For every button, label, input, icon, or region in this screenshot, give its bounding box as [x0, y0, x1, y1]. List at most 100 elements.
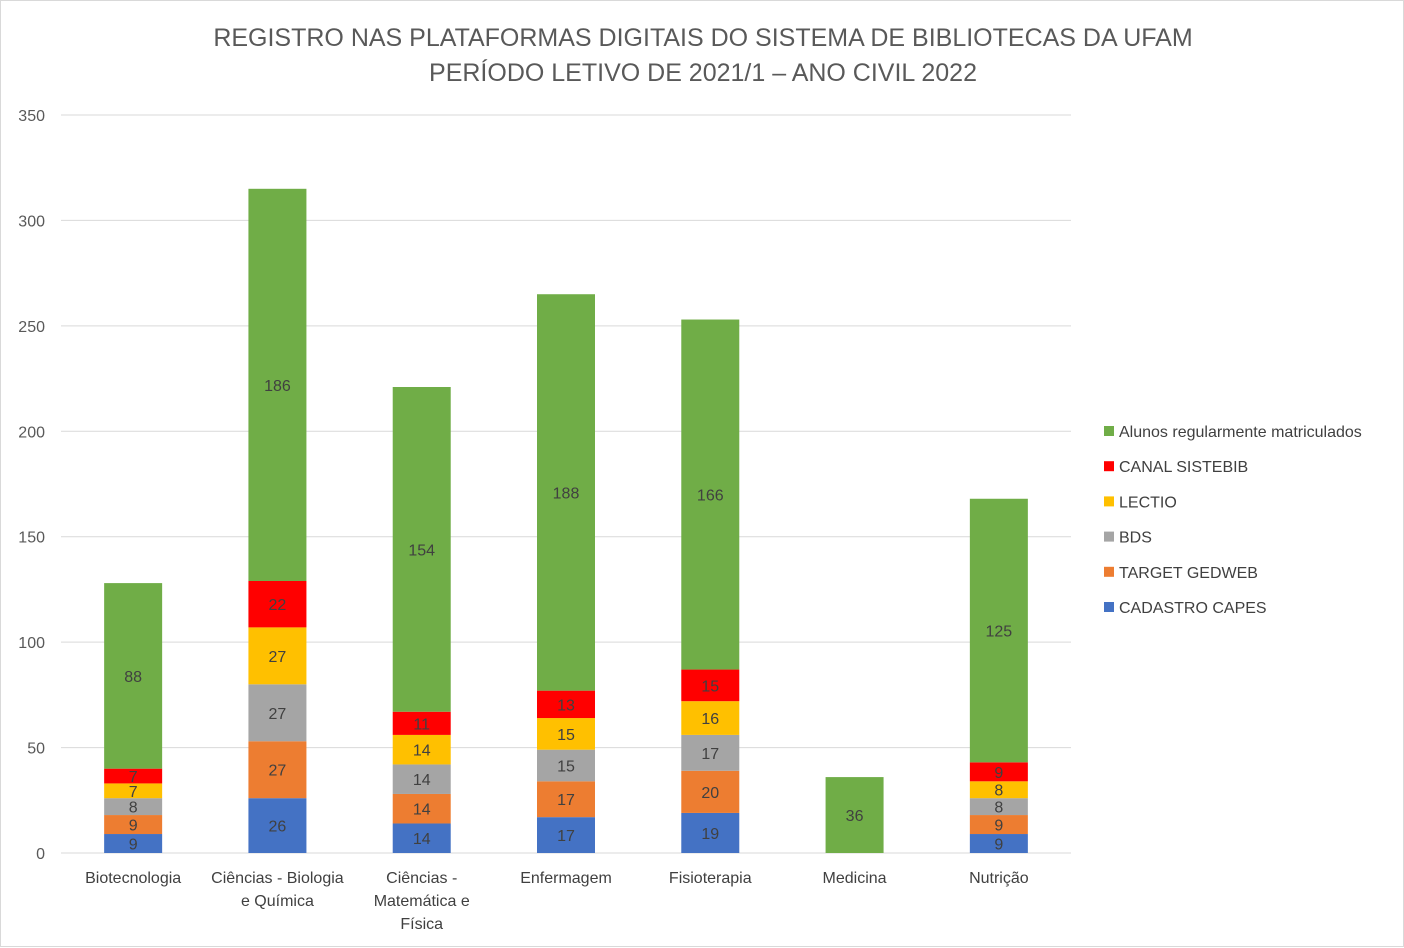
data-label: 11: [413, 716, 430, 733]
bar-segment: [537, 718, 595, 750]
data-label: 22: [269, 597, 287, 614]
bar-segment: [681, 669, 740, 702]
x-category-label: Fisioterapia: [669, 870, 752, 887]
bar-segment: [969, 762, 1028, 782]
bar-segment: [392, 764, 451, 794]
bar-segment: [104, 583, 163, 769]
bar-segment: [248, 627, 307, 685]
legend: Alunos regularmente matriculados CANAL SI…: [1104, 424, 1362, 617]
x-category-label: Matemática e: [374, 893, 470, 910]
bar-segment: [104, 815, 163, 835]
data-label: 17: [557, 792, 575, 809]
bar-segment: [681, 812, 740, 853]
bar-segment: [248, 580, 307, 628]
data-label: 125: [986, 624, 1013, 641]
chart-title: REGISTRO NAS PLATAFORMAS DIGITAIS DO SIS…: [213, 24, 1192, 87]
legend-label: Alunos regularmente matriculados: [1119, 424, 1362, 441]
bar-segment: [104, 834, 163, 853]
legend-label: TARGET GEDWEB: [1119, 565, 1258, 582]
bar-segment: [104, 783, 163, 799]
bar-segment: [681, 770, 740, 813]
bar-segment: [537, 817, 595, 853]
bar-segment: [248, 684, 307, 742]
data-label: 9: [994, 818, 1003, 835]
legend-swatch: [1104, 602, 1114, 612]
bar-segment: [537, 294, 595, 691]
x-category-label: Nutrição: [969, 870, 1029, 887]
bar-segment: [104, 768, 163, 784]
axes: 0 50 100 150 200 250 300 350 Biotecnologia Ciênci…: [18, 108, 1028, 933]
data-label: 7: [129, 769, 138, 786]
data-label: 9: [129, 818, 138, 835]
legend-swatch: [1104, 531, 1114, 542]
bar-segment: [681, 701, 740, 735]
bar-segment: [392, 387, 451, 712]
bar-segment: [969, 798, 1028, 816]
x-category-label: Ciências -: [386, 870, 457, 887]
y-tick-label: 200: [18, 424, 45, 441]
y-tick-label: 250: [18, 319, 45, 336]
data-label: 26: [269, 819, 287, 836]
chart-title-line-1: REGISTRO NAS PLATAFORMAS DIGITAIS DO SIS…: [213, 24, 1192, 52]
data-label: 8: [994, 800, 1003, 817]
x-category-label: Ciências - Biologia: [211, 870, 344, 887]
legend-swatch: [1104, 496, 1114, 507]
bar-segment: [969, 781, 1028, 799]
data-label: 9: [994, 765, 1003, 782]
legend-label: BDS: [1119, 530, 1152, 547]
x-category-label: Medicina: [823, 870, 887, 887]
bar-segment: [681, 319, 740, 670]
y-tick-label: 350: [18, 108, 45, 125]
data-label: 154: [408, 542, 435, 559]
bar-segment: [537, 781, 595, 818]
y-tick-label: 300: [18, 213, 45, 230]
data-label: 14: [413, 772, 431, 789]
data-label: 36: [846, 808, 864, 825]
y-tick-label: 150: [18, 530, 45, 547]
data-label: 14: [413, 743, 431, 760]
x-category-label: Biotecnologia: [85, 870, 181, 887]
bar-segment: [825, 777, 884, 853]
x-category-label: Física: [400, 916, 443, 933]
data-label: 15: [557, 727, 575, 744]
bar-segment: [969, 498, 1028, 763]
bar-segment: [392, 793, 451, 824]
data-label: 88: [124, 669, 142, 686]
legend-swatch: [1104, 461, 1114, 472]
bar-segment: [248, 741, 307, 799]
y-tick-label: 0: [36, 846, 45, 863]
bar-segment: [104, 798, 163, 816]
data-label: 188: [553, 485, 580, 502]
data-label: 14: [413, 802, 431, 819]
legend-label: CADASTRO CAPES: [1119, 600, 1267, 617]
data-label: 16: [701, 711, 719, 728]
data-label: 17: [557, 828, 575, 845]
y-tick-label: 50: [27, 741, 45, 758]
bars: [104, 188, 1028, 853]
legend-swatch: [1104, 566, 1114, 577]
bar-segment: [681, 734, 740, 771]
y-tick-label: 100: [18, 635, 45, 652]
data-label: 9: [129, 837, 138, 854]
data-label: 27: [269, 706, 287, 723]
data-labels: 9987788262727272218614141414111541717151…: [124, 378, 1012, 854]
data-label: 186: [264, 378, 291, 395]
bar-segment: [969, 815, 1028, 835]
legend-label: CANAL SISTEBIB: [1119, 459, 1248, 476]
chart-title-line-2: PERÍODO LETIVO DE 2021/1 – ANO CIVIL 202…: [429, 58, 977, 87]
data-label: 13: [557, 697, 575, 714]
data-label: 15: [557, 758, 575, 775]
bar-segment: [969, 834, 1028, 853]
legend-label: LECTIO: [1119, 494, 1177, 511]
data-label: 19: [701, 826, 719, 843]
bar-segment: [537, 749, 595, 782]
data-label: 8: [129, 800, 138, 817]
bar-segment: [537, 690, 595, 719]
data-label: 27: [269, 763, 287, 780]
data-label: 15: [701, 678, 719, 695]
bar-segment: [392, 734, 451, 765]
bar-segment: [392, 711, 451, 735]
bar-segment: [392, 823, 451, 853]
